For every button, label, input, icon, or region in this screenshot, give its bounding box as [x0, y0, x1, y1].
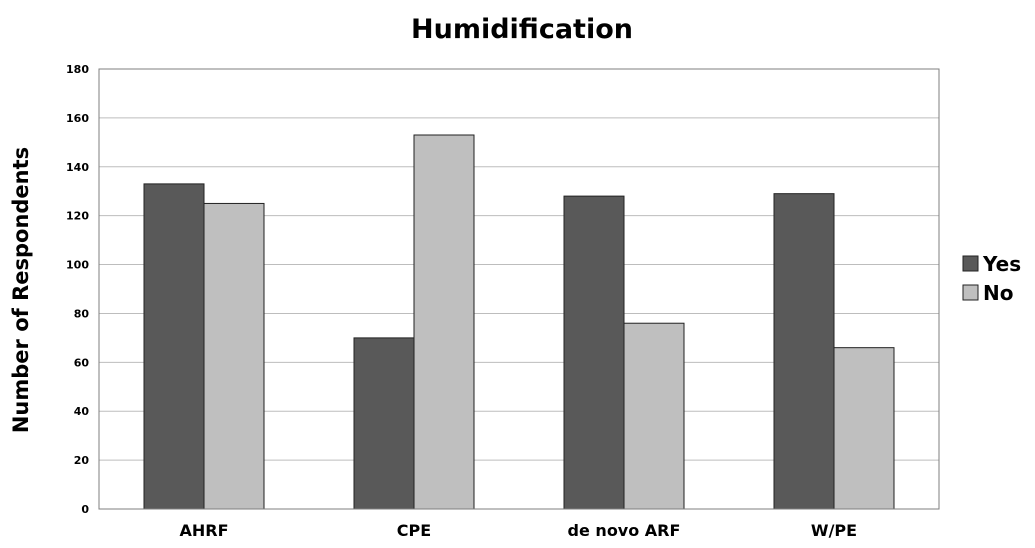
- x-tick-label: CPE: [397, 521, 431, 540]
- x-tick-labels: AHRF CPE de novo ARF W/PE: [179, 521, 857, 540]
- y-tick-label: 20: [74, 454, 90, 467]
- legend-label-yes: Yes: [982, 252, 1021, 276]
- y-tick-label: 40: [74, 405, 90, 418]
- x-tick-label: AHRF: [179, 521, 228, 540]
- bar-no-1: [413, 134, 475, 510]
- bar-no-0: [203, 202, 265, 510]
- y-tick-label: 100: [66, 259, 89, 272]
- x-tick-label: W/PE: [811, 521, 857, 540]
- y-tick-label: 80: [74, 307, 90, 320]
- bar-yes-3: [773, 193, 835, 510]
- y-tick-label: 120: [66, 210, 89, 223]
- y-tick-label: 140: [66, 161, 89, 174]
- bar-yes-1: [353, 337, 415, 510]
- legend: Yes No: [962, 252, 1021, 305]
- y-tick-label: 0: [81, 503, 89, 516]
- legend-swatch-yes: [962, 255, 979, 272]
- legend-swatch-no: [962, 284, 979, 301]
- bars: [143, 134, 895, 510]
- y-tick-label: 160: [66, 112, 89, 125]
- legend-label-no: No: [983, 281, 1013, 305]
- bar-no-2: [623, 322, 685, 510]
- bar-no-3: [833, 347, 895, 510]
- y-tick-label: 180: [66, 63, 89, 76]
- plot-frame: [98, 68, 940, 510]
- chart-title: Humidification: [411, 14, 633, 45]
- bar-yes-0: [143, 183, 205, 510]
- y-axis-label: Number of Respondents: [9, 147, 33, 433]
- x-tick-label: de novo ARF: [568, 521, 681, 540]
- y-tick-label: 60: [74, 356, 90, 369]
- y-tick-labels: 0 20 40 60 80 100 120 140 160 180: [66, 63, 89, 516]
- bar-yes-2: [563, 195, 625, 510]
